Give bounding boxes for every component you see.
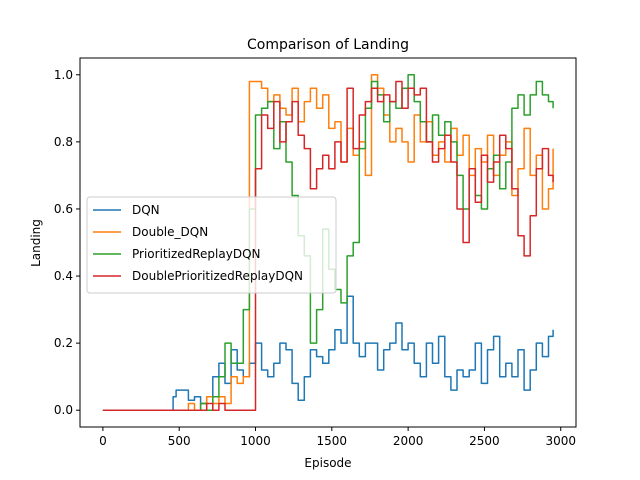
series-line-doubleprioritizedreplaydqn [102, 80, 554, 411]
y-axis-label: Landing [29, 219, 43, 267]
x-tick-label: 500 [168, 434, 191, 448]
y-axis-ticks: 0.0 0.2 0.4 0.6 0.8 1.0 [54, 68, 80, 417]
y-tick-label: 0.6 [54, 202, 73, 216]
x-tick-label: 3000 [545, 434, 576, 448]
y-tick-label: 0.8 [54, 135, 73, 149]
legend-label: DoublePrioritizedReplayDQN [132, 269, 303, 283]
series-line-dqn [102, 295, 554, 411]
y-tick-label: 0.4 [54, 269, 73, 283]
y-tick-label: 1.0 [54, 68, 73, 82]
series-layer [102, 74, 554, 411]
chart-title: Comparison of Landing [247, 37, 409, 53]
x-tick-label: 2500 [469, 434, 500, 448]
x-tick-label: 2000 [393, 434, 424, 448]
y-tick-label: 0.0 [54, 403, 73, 417]
x-tick-label: 1000 [240, 434, 271, 448]
x-axis-label: Episode [304, 456, 351, 470]
legend-label: PrioritizedReplayDQN [132, 247, 261, 261]
legend-box [86, 196, 337, 294]
y-tick-label: 0.2 [54, 336, 73, 350]
x-tick-label: 0 [99, 434, 107, 448]
axes-frame [79, 57, 577, 428]
legend: DQN Double_DQN PrioritizedReplayDQN DoubleP… [86, 196, 337, 294]
x-tick-label: 1500 [317, 434, 348, 448]
legend-label: Double_DQN [132, 225, 208, 239]
x-axis-ticks: 0 500 1000 1500 2000 2500 3000 [99, 427, 576, 448]
legend-label: DQN [132, 203, 160, 217]
